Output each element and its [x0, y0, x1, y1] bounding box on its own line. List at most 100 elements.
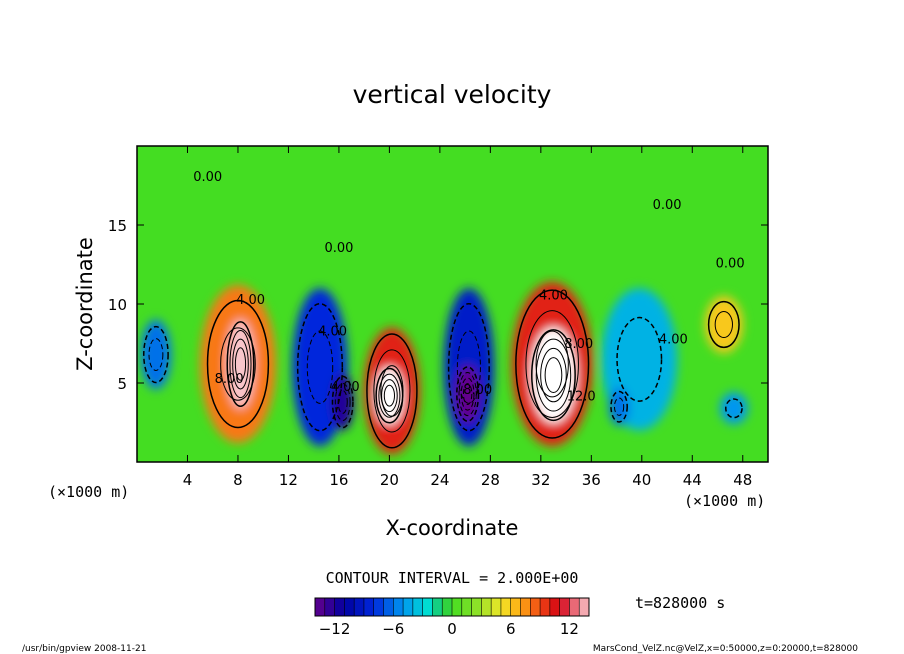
field-cell [530, 327, 577, 423]
colorbar-swatch [363, 598, 375, 616]
contour-line [714, 311, 733, 339]
field-cell [226, 319, 255, 409]
contour-line [707, 300, 740, 349]
y-axis: 5 10 15 [108, 217, 768, 393]
contour-line [616, 316, 663, 402]
colorbar-swatch [334, 598, 345, 616]
colorbar-swatch [403, 598, 414, 616]
x-tick-label: 4 [183, 471, 193, 489]
x-tick-label: 40 [632, 471, 651, 489]
colorbar-swatch [471, 598, 482, 616]
x-tick-label: 28 [481, 471, 500, 489]
contour-label: 8.00 [215, 372, 244, 387]
contour-line [334, 382, 351, 421]
colorbar-swatch [530, 598, 541, 616]
field-cell [375, 367, 404, 425]
chart-title: vertical velocity [353, 80, 552, 109]
contour-interval-label: CONTOUR INTERVAL = 2.000E+00 [326, 569, 579, 587]
contour-line [337, 390, 348, 414]
y-axis-label: Z-coordinate [73, 237, 97, 371]
contour-line [375, 367, 404, 424]
contour-line [148, 338, 164, 371]
colorbar-swatch [452, 598, 463, 616]
colorbar-tick-label: −12 [319, 620, 351, 638]
contour-label: 0.00 [653, 198, 682, 213]
x-tick-label: 8 [233, 471, 243, 489]
contour-line [383, 384, 396, 407]
colorbar-swatch [383, 598, 394, 616]
colorbar-swatch [344, 598, 355, 616]
x-unit-label: (×1000 m) [48, 483, 129, 501]
x-unit-label-right: (×1000 m) [684, 492, 765, 510]
contour-line [531, 329, 576, 422]
contour-label: 4.00 [539, 288, 568, 303]
contour-line [535, 338, 572, 412]
contour-line [378, 373, 401, 418]
field-cell [331, 373, 355, 431]
contour-label: 12.0 [567, 389, 596, 404]
colorbar-swatch [442, 598, 453, 616]
contour-label: 8.00 [564, 337, 593, 352]
contour-label: 4.00 [318, 325, 347, 340]
x-tick-label: 16 [329, 471, 348, 489]
x-tick-label: 48 [733, 471, 752, 489]
contour-line [725, 398, 743, 419]
x-tick-label: 44 [683, 471, 702, 489]
colorbar-swatch [579, 598, 590, 616]
colorbar-swatch [481, 598, 492, 616]
footer-left: /usr/bin/gpview 2008-11-21 [22, 644, 146, 654]
contour-line [456, 330, 481, 404]
y-tick-label: 5 [117, 375, 127, 393]
field-cell [720, 392, 748, 425]
contour-label: 8.00 [463, 383, 492, 398]
field-cells [140, 281, 748, 455]
contour-line [462, 383, 473, 406]
x-tick-label: 36 [582, 471, 601, 489]
contour-line [460, 377, 475, 411]
colorbar-swatch [549, 598, 561, 616]
colorbar-swatch [461, 598, 473, 616]
field-cell [140, 319, 172, 390]
contour-label: 0.00 [324, 241, 353, 256]
contour-label: 0.00 [716, 257, 745, 272]
colorbar: −12 −6 0 6 12 [314, 597, 590, 638]
contour-line [226, 321, 255, 408]
colorbar-swatch [412, 598, 424, 616]
contour-line [610, 390, 628, 423]
contour-line [220, 327, 256, 401]
contour-line [381, 379, 398, 413]
field-cell [456, 365, 480, 423]
contour-lines [143, 289, 743, 449]
y-tick-label: 10 [108, 296, 127, 314]
contour-label: 4.00 [659, 333, 688, 348]
colorbar-tick-label: 12 [560, 620, 579, 638]
contour-label: 4.00 [236, 293, 265, 308]
contour-line [515, 289, 590, 439]
contour-line [234, 347, 247, 381]
contour-label: 4.00 [331, 380, 360, 395]
colorbar-swatch [491, 598, 502, 616]
contour-line [447, 302, 490, 432]
colorbar-swatch [324, 598, 336, 616]
contour-labels: 4.00 8.00 4.00 4.00 8.00 4.00 8.00 12.0 4.00 0.00… [193, 170, 744, 405]
colorbar-frame [314, 597, 590, 617]
field-cell [704, 296, 743, 353]
contour-line [458, 371, 477, 417]
contour-line [143, 325, 169, 384]
contour-line [613, 397, 625, 416]
colorbar-swatch [354, 598, 365, 616]
contour-line [232, 338, 249, 390]
colorbar-swatch [315, 598, 326, 616]
x-axis-label: X-coordinate [386, 516, 519, 540]
contour-line [540, 347, 567, 403]
contour-line [331, 375, 354, 429]
contour-line [525, 310, 579, 418]
x-axis: 4 8 12 16 20 24 28 32 36 40 44 48 [183, 146, 752, 489]
field-cell [608, 387, 630, 426]
x-tick-label: 20 [380, 471, 399, 489]
colorbar-tick-label: 6 [506, 620, 516, 638]
y-tick-label: 15 [108, 217, 127, 235]
colorbar-tick-label: −6 [382, 620, 404, 638]
footer-right: MarsCond_VelZ.nc@VelZ,x=0:50000,z=0:2000… [593, 644, 858, 654]
